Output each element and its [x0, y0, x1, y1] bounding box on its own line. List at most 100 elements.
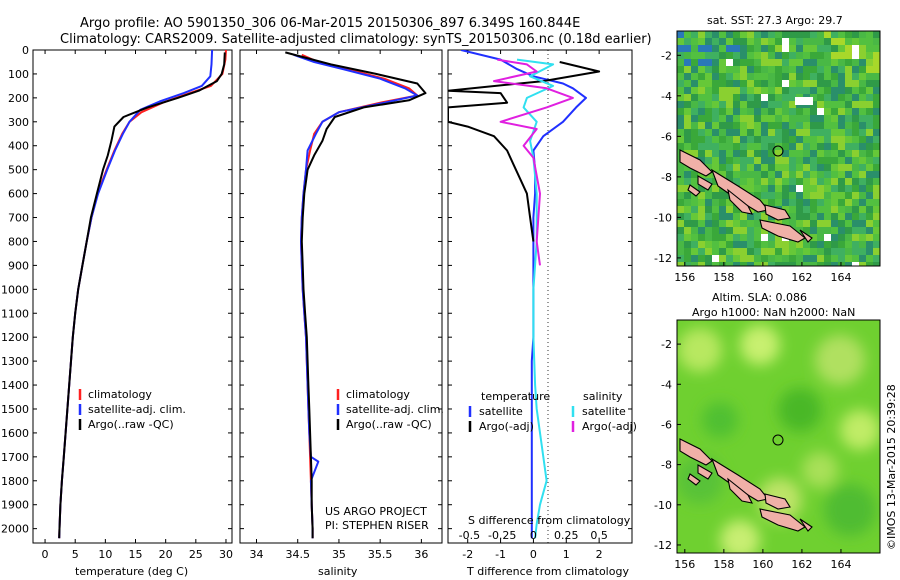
sst-pixel	[691, 199, 698, 206]
sst-pixel	[817, 66, 824, 73]
x-tick-label: 34	[249, 548, 263, 561]
sla-anomaly-blob	[802, 452, 838, 488]
sst-pixel	[824, 129, 831, 136]
sst-pixel	[719, 248, 726, 255]
sst-pixel	[782, 101, 789, 108]
sst-pixel	[775, 185, 782, 192]
sst-pixel	[810, 31, 817, 38]
sst-pixel	[803, 255, 810, 262]
sst-pixel	[803, 213, 810, 220]
sst-pixel	[859, 66, 866, 73]
sst-pixel	[698, 157, 705, 164]
sst-pixel	[831, 255, 838, 262]
island-shape	[764, 204, 791, 221]
sst-pixel	[775, 199, 782, 206]
sst-pixel	[768, 241, 775, 248]
sst-pixel	[768, 192, 775, 199]
sst-pixel	[691, 94, 698, 101]
sst-pixel	[684, 66, 691, 73]
figure-title-line1: Argo profile: AO 5901350_306 06-Mar-2015…	[80, 16, 580, 31]
sst-pixel	[852, 241, 859, 248]
legend-label: satellite	[479, 405, 523, 418]
sst-pixel	[824, 199, 831, 206]
sst-map-axes: 156 158 160 162 164 -2 -4 -6 -8 -10 -12	[654, 49, 851, 284]
sst-pixel	[817, 80, 824, 87]
sst-pixel	[789, 220, 796, 227]
sst-pixel	[796, 150, 803, 157]
sst-pixel	[803, 178, 810, 185]
sst-pixel	[768, 136, 775, 143]
sst-pixel	[810, 45, 817, 52]
sst-pixel	[712, 129, 719, 136]
sst-pixel	[775, 241, 782, 248]
sst-pixel	[712, 248, 719, 255]
sst-pixel	[859, 255, 866, 262]
sst-pixel	[810, 241, 817, 248]
sst-pixel	[873, 66, 880, 73]
sst-pixel	[824, 171, 831, 178]
sst-pixel	[712, 150, 719, 157]
sst-pixel	[838, 94, 845, 101]
sst-pixel	[705, 129, 712, 136]
sst-pixel	[761, 31, 768, 38]
sst-pixel	[859, 241, 866, 248]
sst-pixel	[866, 115, 873, 122]
sst-pixel	[677, 38, 684, 45]
sst-pixel	[677, 192, 684, 199]
sst-pixel	[698, 199, 705, 206]
sst-pixel	[789, 73, 796, 80]
sst-pixel	[817, 108, 824, 115]
map-y-tick-label: -2	[661, 49, 672, 62]
sst-pixel	[859, 213, 866, 220]
sst-pixel	[789, 108, 796, 115]
sst-pixel	[852, 199, 859, 206]
sst-pixel	[789, 150, 796, 157]
sst-pixel	[824, 227, 831, 234]
sst-pixel	[705, 101, 712, 108]
sst-pixel	[810, 150, 817, 157]
sst-pixel	[838, 171, 845, 178]
sst-pixel	[733, 129, 740, 136]
sst-pixel	[775, 248, 782, 255]
sst-pixel	[838, 199, 845, 206]
sst-pixel	[782, 108, 789, 115]
sst-pixel	[831, 164, 838, 171]
sst-pixel	[873, 45, 880, 52]
map-x-tick-label: 156	[674, 271, 695, 284]
sst-pixel	[691, 150, 698, 157]
sst-pixel	[803, 31, 810, 38]
sst-pixel	[712, 66, 719, 73]
sst-pixel	[677, 94, 684, 101]
sst-pixel	[684, 122, 691, 129]
sst-pixel	[677, 129, 684, 136]
sst-pixel	[768, 157, 775, 164]
legend-label: satellite	[582, 405, 626, 418]
legend-label: satellite-adj. clim.	[88, 403, 186, 416]
temperature-panel: 0100200300400500600700800900100011001200…	[1, 44, 233, 578]
sst-pixel	[859, 59, 866, 66]
sst-pixel	[719, 192, 726, 199]
sst-pixel	[866, 150, 873, 157]
sst-pixel	[845, 73, 852, 80]
island-shape	[759, 219, 806, 243]
sst-pixel	[859, 101, 866, 108]
sst-pixel	[698, 108, 705, 115]
map-y-tick-label: -8	[661, 171, 672, 184]
sst-pixel	[852, 262, 859, 266]
sst-pixel	[796, 87, 803, 94]
sst-pixel	[845, 192, 852, 199]
sst-pixel	[726, 122, 733, 129]
x-tick-label: 35	[332, 548, 346, 561]
sst-pixel	[852, 171, 859, 178]
sst-pixel	[873, 129, 880, 136]
sst-pixel	[796, 66, 803, 73]
sst-pixel	[824, 143, 831, 150]
sst-pixel	[775, 101, 782, 108]
sst-pixel	[712, 45, 719, 52]
sst-pixel	[740, 164, 747, 171]
sst-pixel	[845, 108, 852, 115]
sst-pixel	[852, 80, 859, 87]
sst-pixel	[747, 185, 754, 192]
sst-pixel	[824, 213, 831, 220]
sst-pixel	[733, 213, 740, 220]
